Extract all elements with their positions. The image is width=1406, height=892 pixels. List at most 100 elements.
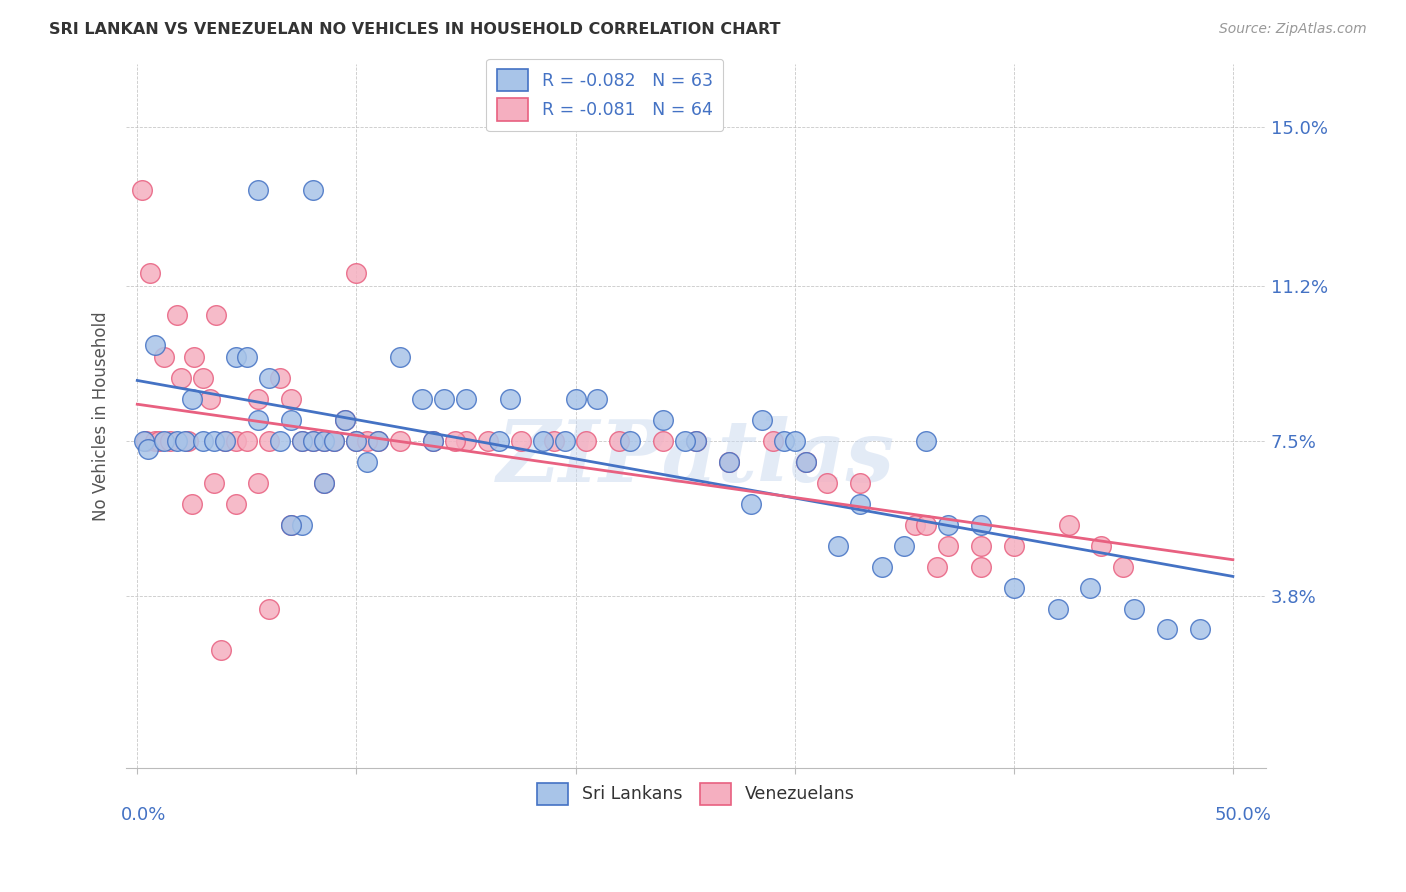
Point <box>685 434 707 448</box>
Point <box>367 434 389 448</box>
Point <box>257 601 280 615</box>
Point <box>794 455 817 469</box>
Point <box>652 413 675 427</box>
Point <box>717 455 740 469</box>
Point <box>225 350 247 364</box>
Point <box>1090 539 1112 553</box>
Point <box>257 371 280 385</box>
Point <box>209 643 232 657</box>
Point <box>202 475 225 490</box>
Point <box>531 434 554 448</box>
Point <box>152 434 174 448</box>
Point <box>872 559 894 574</box>
Point <box>454 392 477 406</box>
Point <box>904 517 927 532</box>
Point <box>246 392 269 406</box>
Point <box>344 434 367 448</box>
Point <box>139 267 162 281</box>
Point <box>246 183 269 197</box>
Legend: Sri Lankans, Venezuelans: Sri Lankans, Venezuelans <box>530 776 862 812</box>
Point <box>1002 581 1025 595</box>
Point <box>411 392 433 406</box>
Point <box>166 434 188 448</box>
Point <box>131 183 153 197</box>
Point <box>181 497 204 511</box>
Point <box>246 475 269 490</box>
Point <box>225 434 247 448</box>
Point <box>176 434 198 448</box>
Point <box>925 559 948 574</box>
Point <box>312 434 335 448</box>
Point <box>291 434 314 448</box>
Point <box>454 434 477 448</box>
Point <box>159 434 181 448</box>
Point <box>970 559 993 574</box>
Point <box>191 371 214 385</box>
Point <box>181 392 204 406</box>
Point <box>488 434 510 448</box>
Point <box>236 350 259 364</box>
Point <box>183 350 205 364</box>
Point <box>280 517 302 532</box>
Point <box>1057 517 1080 532</box>
Point <box>783 434 806 448</box>
Point <box>422 434 444 448</box>
Point <box>1002 539 1025 553</box>
Point <box>936 539 959 553</box>
Point <box>323 434 346 448</box>
Point <box>893 539 915 553</box>
Point <box>575 434 598 448</box>
Point <box>554 434 576 448</box>
Point <box>970 517 993 532</box>
Point <box>344 267 367 281</box>
Text: ZIPatlas: ZIPatlas <box>496 417 896 500</box>
Text: SRI LANKAN VS VENEZUELAN NO VEHICLES IN HOUSEHOLD CORRELATION CHART: SRI LANKAN VS VENEZUELAN NO VEHICLES IN … <box>49 22 780 37</box>
Point <box>444 434 467 448</box>
Point <box>335 413 357 427</box>
Point <box>817 475 839 490</box>
Point <box>673 434 696 448</box>
Point <box>499 392 522 406</box>
Point <box>772 434 794 448</box>
Point <box>356 455 378 469</box>
Point <box>280 517 302 532</box>
Point <box>152 350 174 364</box>
Point <box>936 517 959 532</box>
Point <box>564 392 586 406</box>
Point <box>312 434 335 448</box>
Point <box>135 434 157 448</box>
Point <box>225 497 247 511</box>
Point <box>1112 559 1135 574</box>
Point <box>827 539 849 553</box>
Point <box>915 434 938 448</box>
Point <box>389 434 412 448</box>
Point <box>543 434 565 448</box>
Point <box>1046 601 1069 615</box>
Point <box>312 475 335 490</box>
Point <box>685 434 707 448</box>
Point <box>205 309 228 323</box>
Text: 50.0%: 50.0% <box>1215 806 1271 824</box>
Point <box>198 392 221 406</box>
Point <box>477 434 499 448</box>
Point <box>1156 623 1178 637</box>
Point <box>762 434 785 448</box>
Point <box>619 434 641 448</box>
Point <box>280 392 302 406</box>
Point <box>323 434 346 448</box>
Point <box>1123 601 1146 615</box>
Point <box>433 392 456 406</box>
Point <box>214 434 236 448</box>
Point <box>915 517 938 532</box>
Point <box>132 434 155 448</box>
Point <box>356 434 378 448</box>
Point <box>269 371 291 385</box>
Point <box>509 434 531 448</box>
Point <box>849 475 872 490</box>
Point <box>143 337 166 351</box>
Point <box>246 413 269 427</box>
Point <box>214 434 236 448</box>
Point <box>166 309 188 323</box>
Point <box>143 434 166 448</box>
Point <box>849 497 872 511</box>
